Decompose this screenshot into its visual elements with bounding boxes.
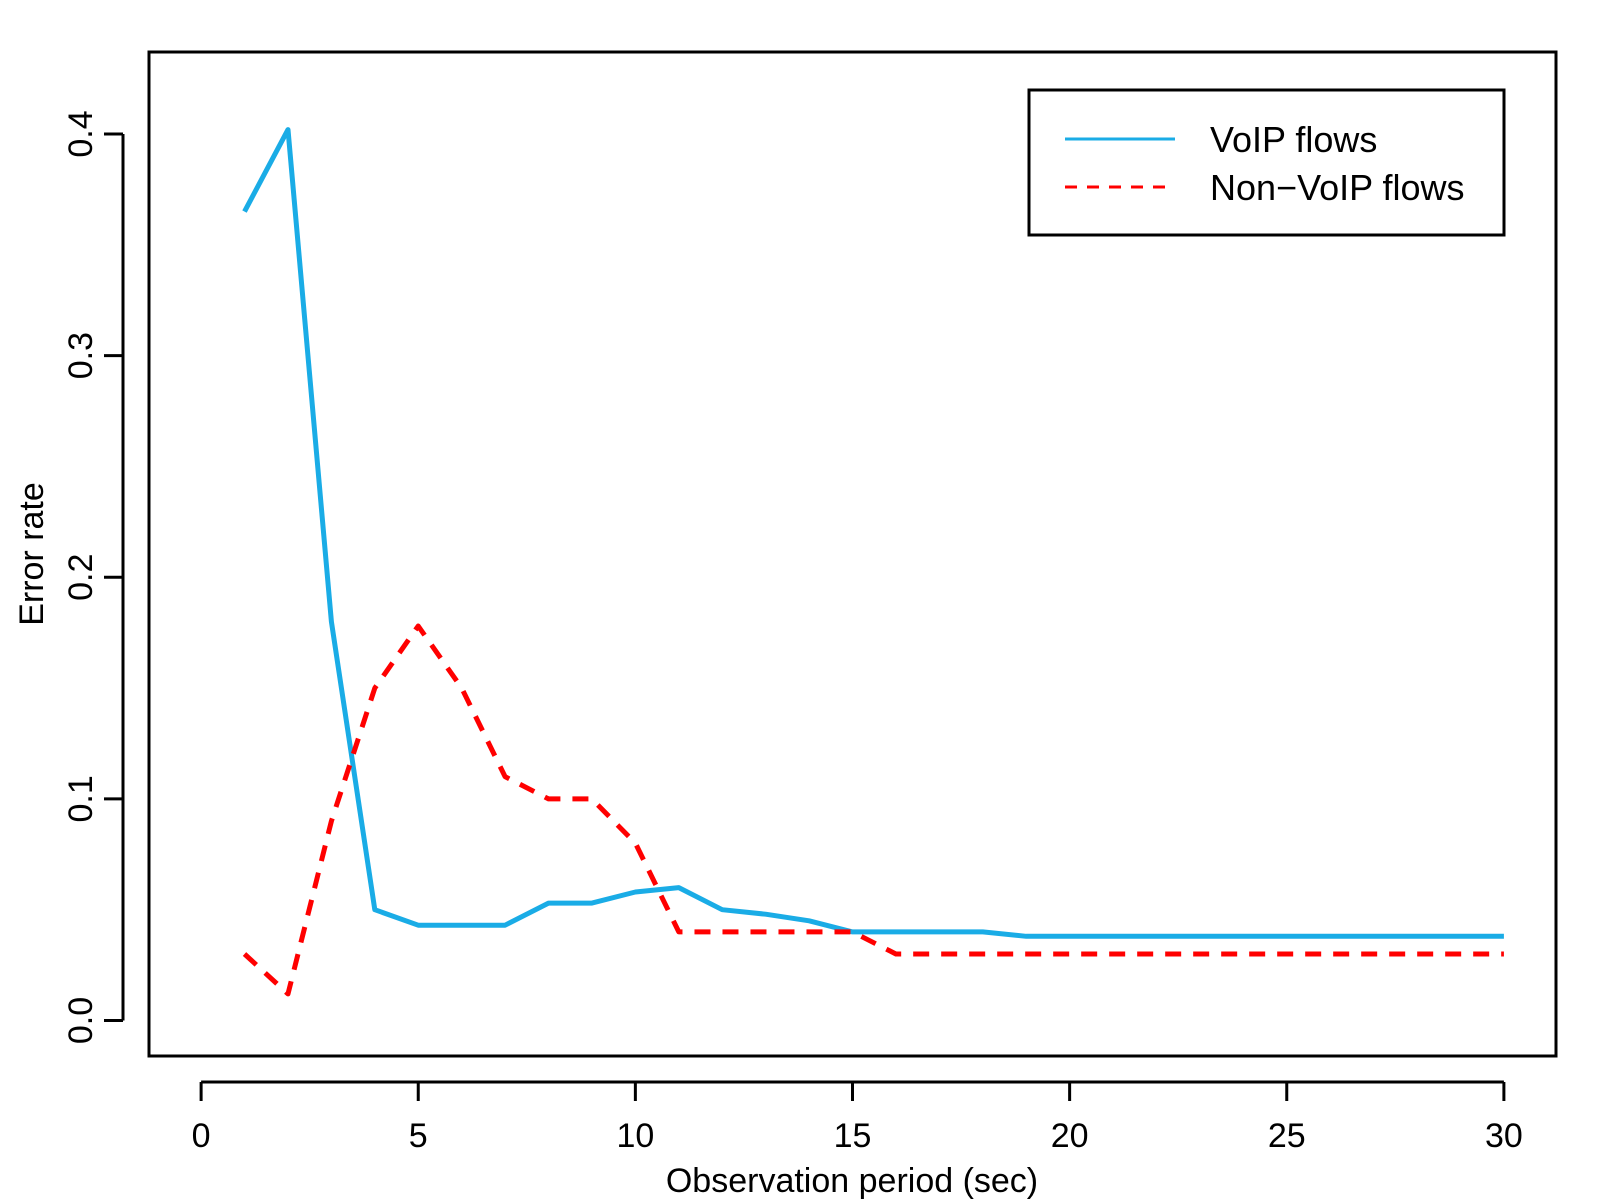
x-tick-label: 30 [1485, 1117, 1523, 1155]
x-axis: 0 5 10 15 20 25 30 [192, 1080, 1523, 1155]
series-layer [242, 127, 1504, 997]
y-axis-label: Error rate [13, 482, 51, 626]
y-axis: 0.0 0.1 0.2 0.3 0.4 [62, 110, 125, 1044]
x-tick-label: 15 [834, 1117, 872, 1155]
legend-label-non-voip: Non−VoIP flows [1210, 167, 1465, 208]
y-tick-label: 0.0 [62, 997, 100, 1044]
y-tick-label: 0.3 [62, 332, 100, 379]
x-tick-label: 0 [192, 1117, 211, 1155]
series-line-voip [242, 127, 1504, 939]
x-tick-label: 25 [1268, 1117, 1306, 1155]
plot-area-frame [147, 50, 1558, 1058]
y-tick-label: 0.4 [62, 110, 100, 157]
x-tick-label: 20 [1051, 1117, 1089, 1155]
series-line-non-voip [242, 623, 1504, 997]
legend-label-voip: VoIP flows [1210, 119, 1377, 160]
x-axis-label: Observation period (sec) [666, 1162, 1038, 1200]
x-tick-label: 5 [409, 1117, 428, 1155]
legend: VoIP flows Non−VoIP flows [1027, 88, 1506, 237]
x-tick-label: 10 [616, 1117, 654, 1155]
legend-box [1027, 88, 1506, 237]
y-tick-label: 0.1 [62, 775, 100, 822]
y-tick-label: 0.2 [62, 554, 100, 601]
